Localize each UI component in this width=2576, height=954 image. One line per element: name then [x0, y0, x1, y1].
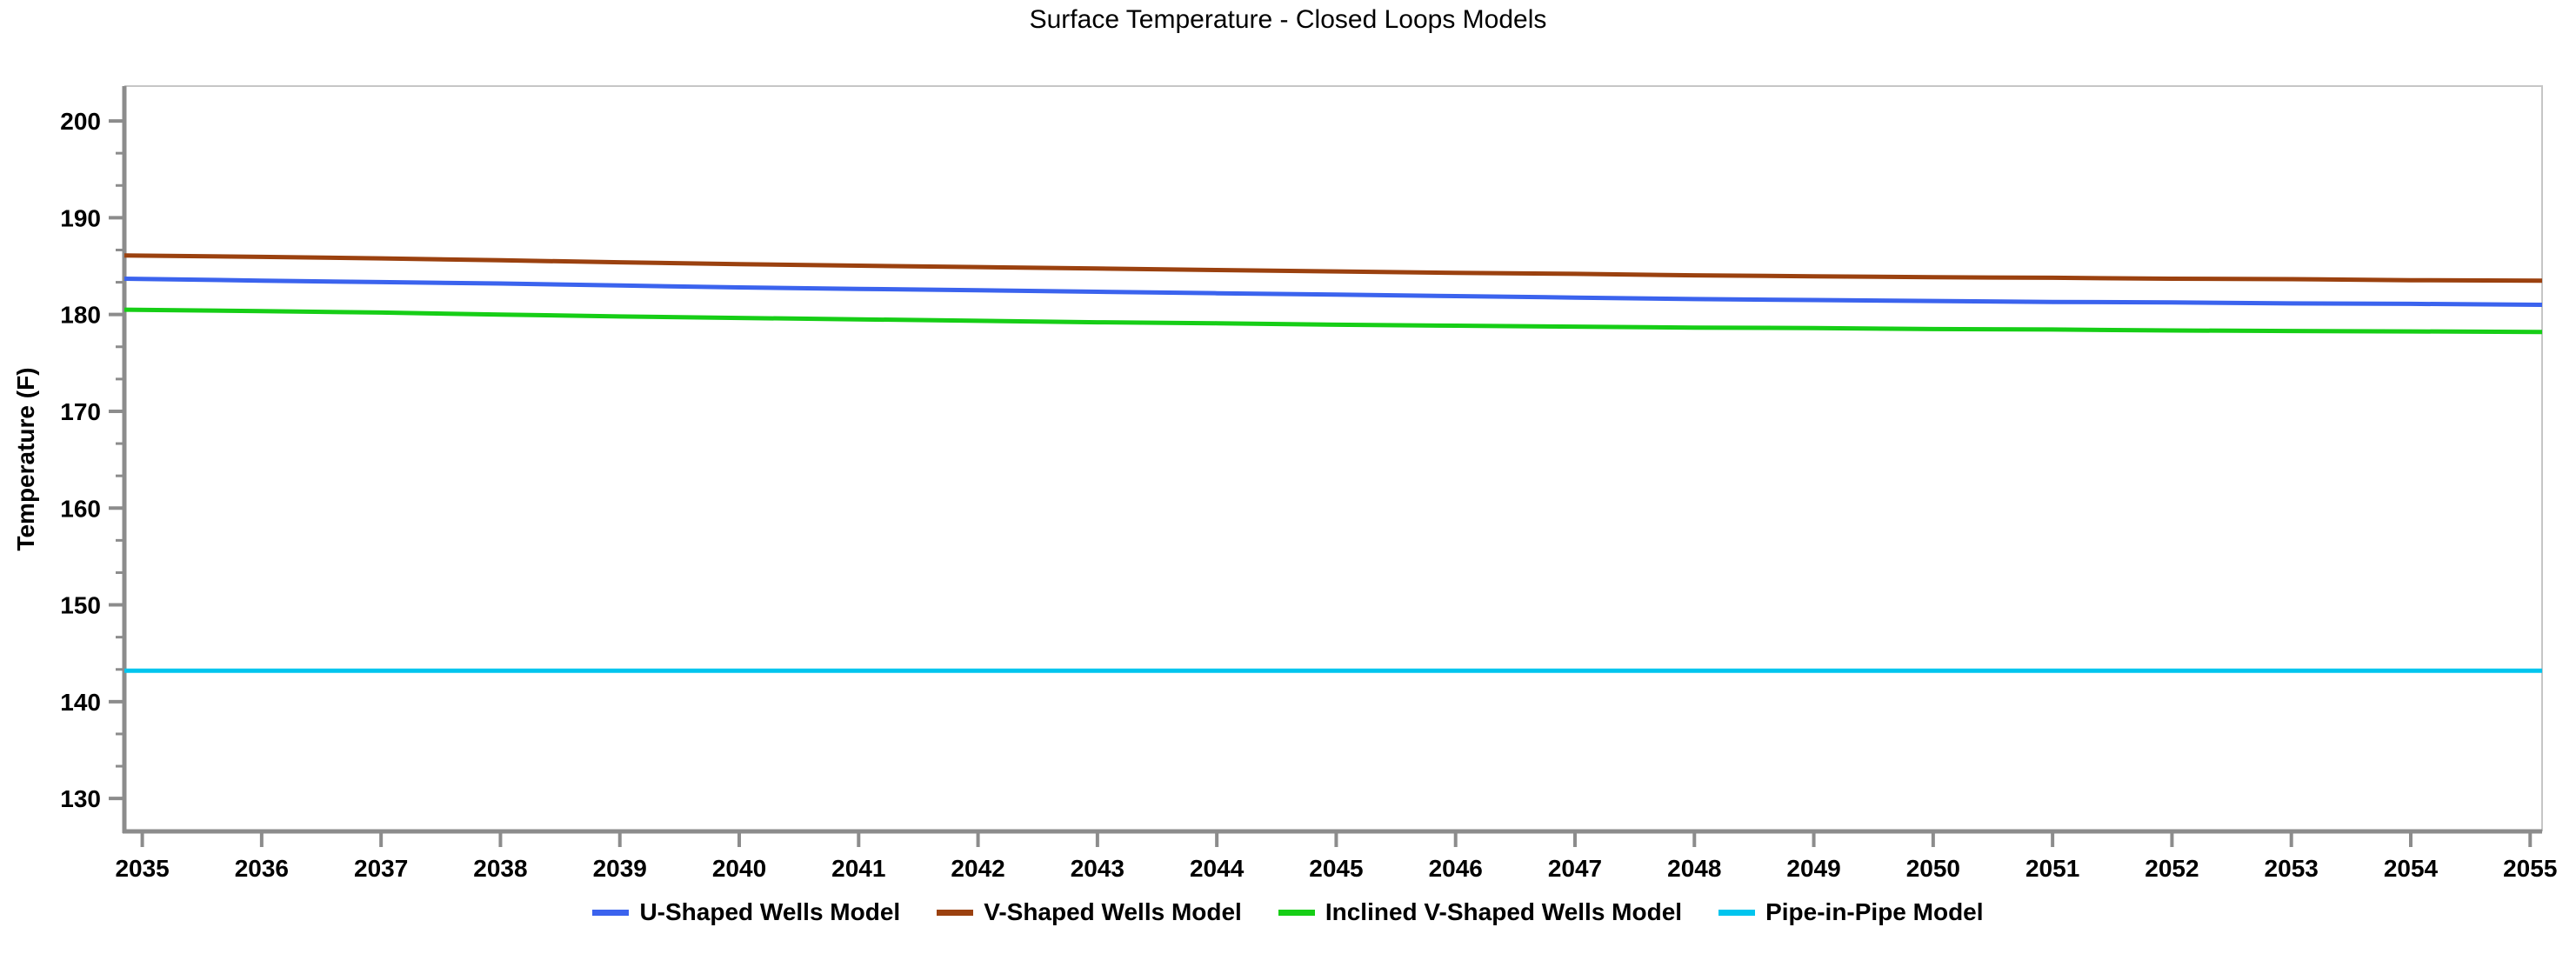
x-tick-label: 2039: [593, 855, 647, 882]
series-line-u-shaped-wells-model: [123, 277, 2543, 307]
x-tick-label: 2051: [2025, 855, 2079, 882]
legend-item: Pipe-in-Pipe Model: [1718, 898, 1984, 926]
legend-swatch: [1718, 909, 1756, 916]
x-tick-label: 2048: [1667, 855, 1721, 882]
legend-label: Pipe-in-Pipe Model: [1765, 898, 1984, 925]
x-tick-label: 2041: [831, 855, 885, 882]
legend-item: V-Shaped Wells Model: [937, 898, 1242, 926]
x-tick-label: 2038: [473, 855, 527, 882]
y-tick-label: 180: [60, 302, 101, 329]
chart-title: Surface Temperature - Closed Loops Model…: [1029, 5, 1547, 34]
legend-label: U-Shaped Wells Model: [639, 898, 901, 925]
x-tick-label: 2044: [1190, 855, 1245, 882]
y-tick-label: 160: [60, 495, 101, 522]
legend-swatch: [592, 909, 630, 916]
legend-item: Inclined V-Shaped Wells Model: [1278, 898, 1682, 926]
y-tick-label: 140: [60, 689, 101, 716]
x-tick-label: 2054: [2384, 855, 2439, 882]
x-tick-label: 2050: [1906, 855, 1960, 882]
y-tick-label: 150: [60, 592, 101, 619]
legend-swatch: [937, 909, 974, 916]
x-tick-label: 2052: [2145, 855, 2199, 882]
series-line-v-shaped-wells-model: [123, 253, 2543, 284]
x-tick-label: 2053: [2265, 855, 2319, 882]
x-tick-label: 2049: [1786, 855, 1840, 882]
x-tick-label: 2036: [235, 855, 289, 882]
x-tick-label: 2040: [712, 855, 766, 882]
x-tick-label: 2042: [951, 855, 1004, 882]
y-tick-label: 200: [60, 108, 101, 135]
x-tick-label: 2037: [354, 855, 408, 882]
y-tick-label: 130: [60, 785, 101, 812]
x-tick-label: 2043: [1071, 855, 1124, 882]
legend-label: Inclined V-Shaped Wells Model: [1325, 898, 1683, 925]
legend: U-Shaped Wells Model V-Shaped Wells Model…: [0, 898, 2576, 926]
x-tick-label: 2046: [1429, 855, 1483, 882]
plot-border: [124, 85, 2543, 831]
legend-label: V-Shaped Wells Model: [984, 898, 1242, 925]
legend-swatch: [1278, 909, 1315, 916]
y-tick-label: 170: [60, 398, 101, 425]
series-line-inclined-v-shaped-wells-model: [123, 307, 2543, 335]
legend-item: U-Shaped Wells Model: [592, 898, 900, 926]
x-tick-label: 2035: [115, 855, 169, 882]
x-tick-label: 2047: [1548, 855, 1602, 882]
x-tick-label: 2045: [1309, 855, 1363, 882]
y-tick-label: 190: [60, 204, 101, 231]
x-tick-label: 2055: [2503, 855, 2557, 882]
